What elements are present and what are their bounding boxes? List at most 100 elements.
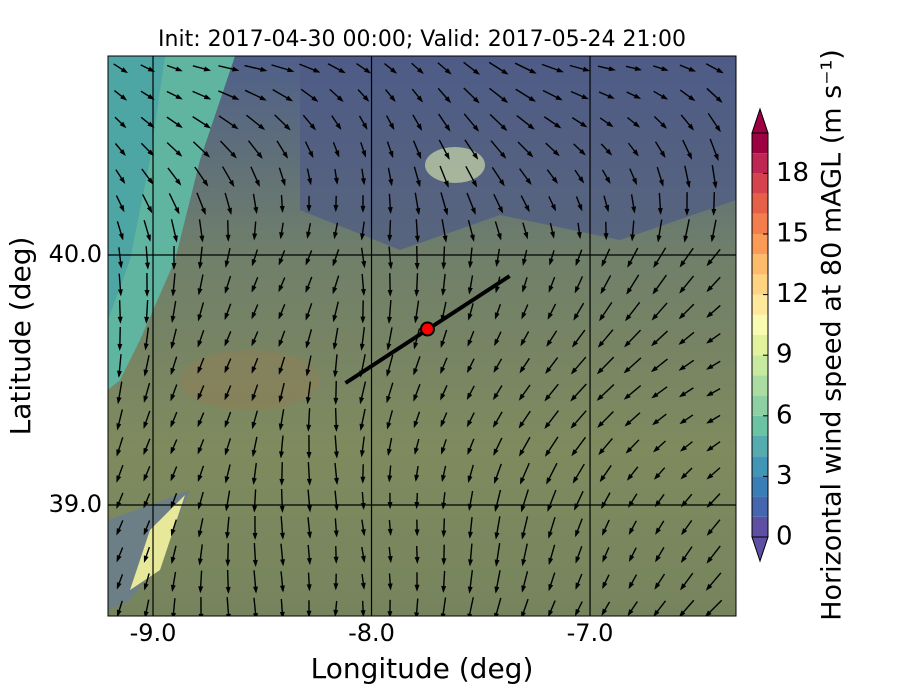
wind-arrow-head	[414, 262, 420, 270]
wind-arrow-head	[656, 235, 662, 243]
wind-arrow-head	[714, 125, 721, 133]
colorbar-band	[752, 496, 768, 517]
wind-arrow-head	[554, 122, 562, 129]
wind-arrow-head	[224, 504, 230, 512]
wind-arrow-head	[711, 208, 717, 216]
colorbar-band	[752, 335, 768, 356]
wind-arrow-head	[548, 609, 554, 616]
colorbar-band	[752, 254, 768, 275]
wind-arrow-head	[440, 393, 446, 401]
wind-arrow-head	[279, 585, 285, 593]
wind-arrow-head	[170, 556, 176, 565]
wind-arrow-head	[492, 392, 499, 401]
wind-arrow-head	[440, 613, 446, 616]
wind-arrow-head	[360, 582, 366, 590]
wind-arrow-head	[387, 316, 392, 324]
wind-arrow-head	[338, 67, 346, 74]
wind-arrow-head	[529, 68, 537, 74]
wind-arrow-head	[143, 421, 149, 429]
wind-arrow-head	[441, 558, 447, 566]
wind-arrow-head	[596, 394, 604, 401]
wind-arrow-head	[683, 235, 689, 243]
wind-arrow-head	[170, 367, 176, 376]
wind-arrow-head	[518, 421, 525, 429]
wind-arrow-head	[444, 124, 451, 132]
wind-arrow-head	[251, 477, 257, 485]
wind-arrow-head	[444, 68, 452, 75]
wind-arrow-head	[466, 392, 473, 400]
wind-arrow-head	[471, 180, 478, 188]
wind-arrow-head	[630, 234, 636, 242]
wind-arrow-head	[715, 96, 723, 103]
colorbar-frame	[751, 132, 769, 538]
wind-arrow-head	[359, 343, 365, 351]
wind-arrow-head	[440, 366, 446, 375]
wind-arrow-head	[571, 449, 578, 457]
wind-arrow-head	[202, 179, 209, 187]
wind-arrow-head	[658, 179, 664, 187]
colorbar-band	[752, 213, 768, 234]
wind-arrow-head	[197, 366, 203, 374]
wind-arrow-head	[467, 339, 473, 347]
wind-arrow-head	[279, 505, 285, 513]
wind-arrow-head	[143, 447, 149, 456]
wind-arrow-head	[170, 473, 176, 482]
wind-arrow-head	[278, 339, 284, 348]
wind-arrow-head	[440, 419, 446, 428]
chart-title: Init: 2017-04-30 00:00; Valid: 2017-05-2…	[158, 27, 686, 52]
wind-arrow-head	[688, 94, 696, 102]
wind-arrow-head	[170, 528, 176, 537]
wind-arrow-head	[415, 179, 421, 188]
wind-arrow-head	[413, 342, 419, 350]
wind-arrow-head	[256, 151, 263, 159]
wind-arrow-head	[387, 583, 393, 591]
wind-arrow-head	[306, 205, 312, 213]
wind-arrow-head	[360, 316, 366, 324]
x-axis-label: Longitude (deg)	[311, 652, 534, 685]
wind-arrow-head	[582, 66, 591, 72]
wind-arrow-head	[143, 611, 149, 616]
wind-arrow-head	[496, 233, 502, 241]
highland	[300, 56, 736, 250]
wind-arrow-head	[253, 206, 259, 215]
wind-arrow-head	[523, 231, 529, 240]
wind-arrow-head	[526, 150, 534, 158]
wind-arrow-head	[547, 312, 553, 320]
wind-arrow-head	[661, 66, 669, 71]
site-marker	[419, 321, 435, 337]
wind-arrow-head	[580, 121, 588, 128]
wind-arrow-head	[468, 559, 474, 567]
wind-arrow-head	[253, 612, 259, 616]
wind-arrow-head	[575, 582, 581, 590]
wind-arrow-head	[117, 316, 123, 324]
wind-arrow-head	[501, 96, 509, 103]
wind-arrow-head	[549, 258, 554, 266]
wind-arrow-head	[601, 608, 608, 616]
wind-arrow-head	[332, 286, 338, 295]
wind-arrow-head	[706, 259, 713, 267]
wind-arrow-head	[651, 313, 659, 321]
wind-arrow-head	[309, 123, 316, 131]
wind-arrow-head	[197, 474, 203, 483]
wind-arrow-head	[716, 67, 724, 74]
colorbar-extend-low	[751, 536, 769, 563]
wind-arrow-head	[570, 421, 577, 429]
wind-arrow-head	[360, 288, 366, 297]
wind-arrow-head	[360, 555, 366, 563]
wind-arrow-head	[556, 67, 564, 73]
wind-arrow-head	[678, 391, 687, 398]
wind-arrow-head	[120, 67, 129, 74]
colorbar-band	[752, 133, 768, 154]
wind-arrow-head	[597, 421, 604, 428]
wind-arrow-head	[493, 448, 499, 456]
wind-arrow-head	[548, 557, 554, 566]
wind-arrow-head	[388, 150, 394, 159]
wind-arrow-head	[197, 288, 203, 296]
wind-arrow-head	[306, 424, 312, 432]
wind-arrow-head	[442, 235, 448, 243]
wind-arrow-head	[680, 555, 687, 564]
wind-arrow-head	[387, 555, 393, 564]
wind-arrow-head	[251, 393, 257, 402]
wind-arrow-head	[170, 315, 176, 324]
wind-arrow-head	[253, 586, 259, 594]
